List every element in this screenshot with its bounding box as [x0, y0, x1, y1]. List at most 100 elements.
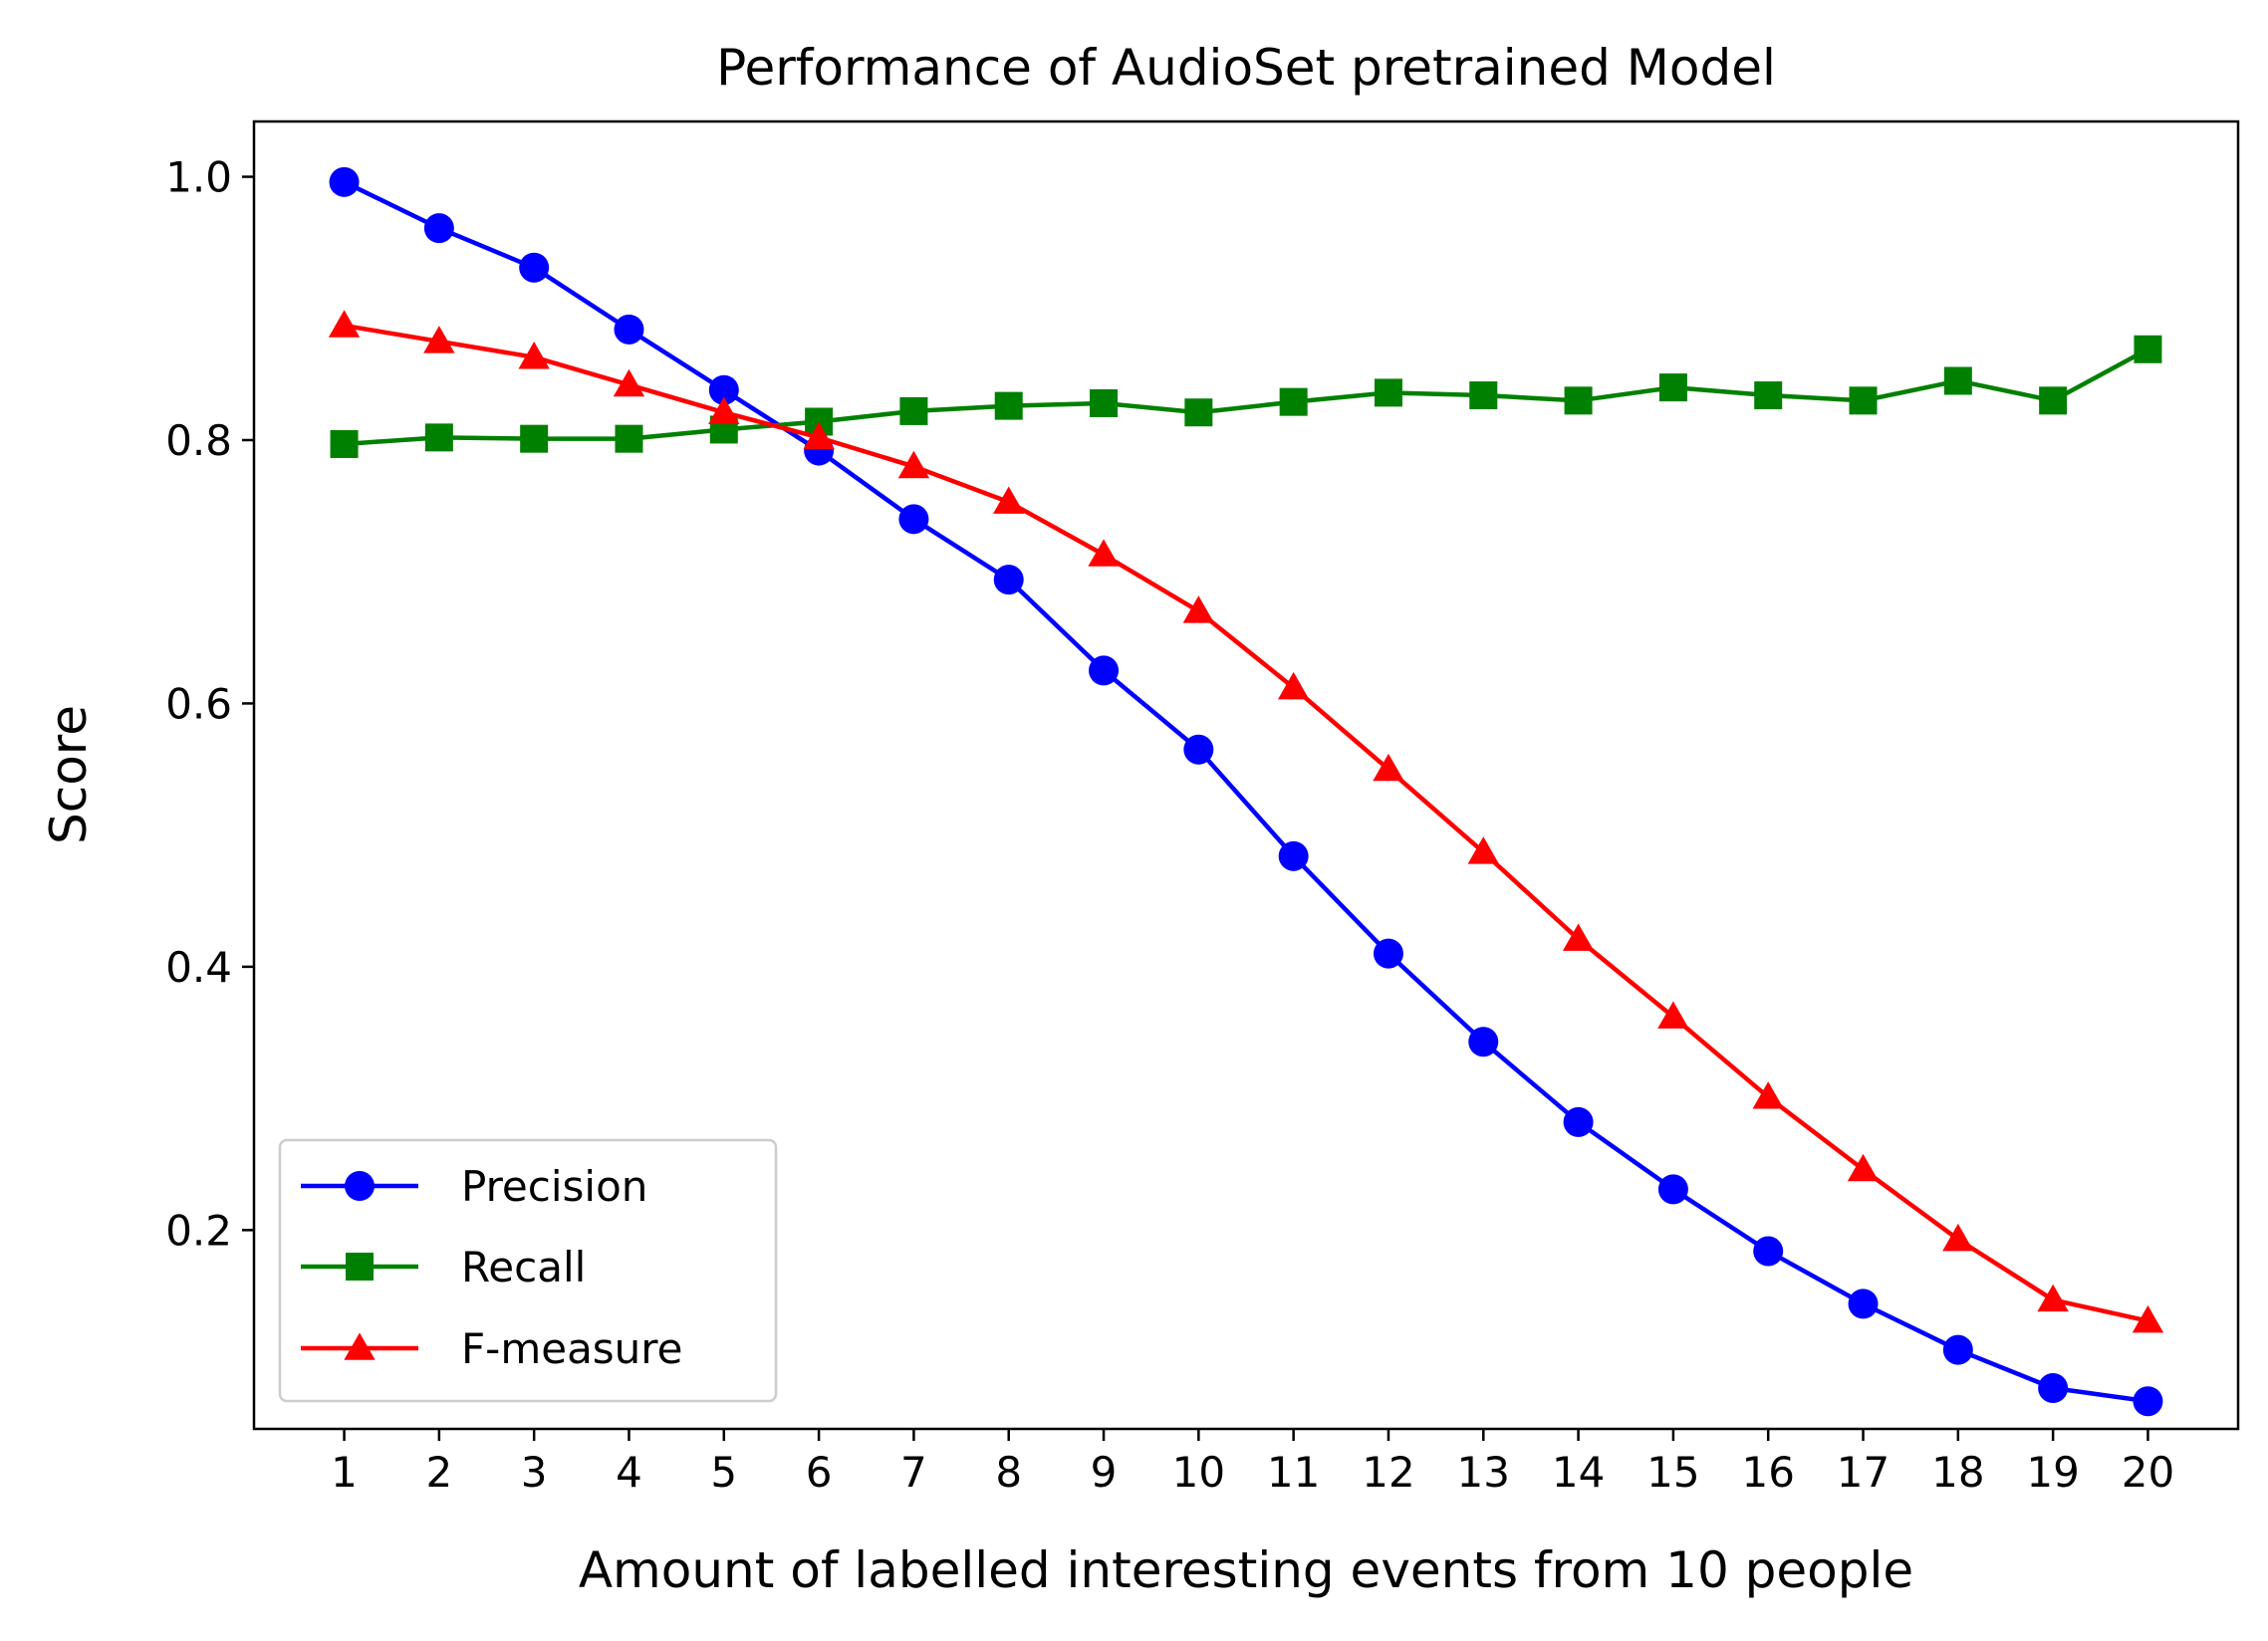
chart-title: Performance of AudioSet pretrained Model: [716, 39, 1776, 97]
recall-point: [1849, 386, 1878, 415]
x-tick-label: 9: [1091, 1448, 1118, 1497]
recall-point: [520, 424, 549, 453]
f-measure-point: [1182, 595, 1215, 623]
recall-point: [2134, 335, 2162, 363]
recall-point: [899, 396, 928, 425]
recall-point: [615, 424, 643, 453]
f-measure-point: [1373, 753, 1404, 782]
legend-box: [278, 1138, 778, 1403]
precision-point: [1468, 1027, 1499, 1057]
x-axis-label: Amount of labelled interesting events fr…: [579, 1541, 1913, 1599]
recall-point: [424, 423, 453, 452]
precision-point: [2133, 1386, 2163, 1417]
precision-point: [1848, 1289, 1879, 1319]
legend-f-measure-marker: [344, 1332, 376, 1360]
series-precision: [329, 166, 2163, 1417]
precision-point: [898, 504, 929, 535]
f-measure-point: [423, 326, 455, 353]
x-tick-label: 16: [1741, 1448, 1794, 1497]
f-measure-point: [518, 342, 550, 369]
f-measure-line: [344, 323, 2148, 1323]
f-measure-point: [1942, 1223, 1974, 1252]
recall-point: [1658, 373, 1687, 402]
y-tick-label: 1.0: [165, 153, 232, 202]
recall-point: [1469, 381, 1498, 410]
x-tick-label: 5: [710, 1448, 737, 1497]
f-measure-point: [1657, 1001, 1689, 1029]
legend-recall-marker: [346, 1253, 374, 1281]
x-tick-label: 15: [1646, 1448, 1699, 1497]
recall-point: [330, 429, 359, 458]
f-measure-point: [1847, 1153, 1880, 1182]
x-tick-label: 10: [1172, 1448, 1225, 1497]
x-tick-label: 7: [900, 1448, 927, 1497]
x-tick-label: 18: [1931, 1448, 1984, 1497]
precision-point: [1942, 1334, 1973, 1365]
f-measure-point: [2037, 1284, 2069, 1312]
x-tick-label: 8: [995, 1448, 1022, 1497]
recall-point: [1374, 378, 1402, 407]
x-tick-label: 20: [2122, 1448, 2174, 1497]
precision-point: [1563, 1106, 1594, 1137]
recall-point: [1943, 366, 1972, 395]
x-tick-label: 2: [425, 1448, 452, 1497]
series-layer: [328, 166, 2164, 1417]
f-measure-point: [803, 421, 835, 450]
x-tick-label: 14: [1552, 1448, 1605, 1497]
f-measure-point: [1467, 836, 1499, 864]
precision-point: [1183, 734, 1214, 765]
x-tick-label: 11: [1267, 1448, 1320, 1497]
legend: Precision Recall F-measure: [278, 1138, 778, 1403]
y-tick-label: 0.6: [165, 679, 232, 728]
precision-point: [1753, 1236, 1784, 1267]
x-tick-label: 6: [806, 1448, 833, 1497]
precision-point: [614, 314, 644, 345]
precision-line: [343, 179, 2148, 1404]
recall-point: [1754, 381, 1783, 410]
legend-f-measure-label: F-measure: [461, 1324, 683, 1373]
precision-point: [1089, 655, 1120, 686]
precision-point: [329, 166, 360, 197]
recall-point: [2039, 386, 2068, 415]
recall-point: [1564, 386, 1593, 415]
legend-precision-marker: [345, 1171, 375, 1201]
x-tick-label: 4: [616, 1448, 642, 1497]
y-tick-label: 0.2: [165, 1206, 232, 1255]
f-measure-point: [1562, 923, 1595, 951]
x-tick-label: 17: [1837, 1448, 1890, 1497]
legend-recall-label: Recall: [461, 1243, 586, 1291]
f-measure-point: [708, 396, 740, 424]
f-measure-point: [897, 450, 930, 479]
f-measure-point: [613, 368, 645, 397]
x-tick-label: 19: [2026, 1448, 2079, 1497]
f-measure-point: [1088, 539, 1120, 567]
precision-point: [1278, 840, 1309, 871]
precision-point: [1657, 1174, 1688, 1205]
recall-point: [1090, 388, 1119, 417]
x-tick-label: 3: [521, 1448, 548, 1497]
precision-point: [423, 213, 454, 244]
y-axis-label: Score: [40, 705, 98, 844]
plot-frame: [252, 119, 2240, 1431]
series-recall: [330, 335, 2162, 458]
f-measure-point: [2132, 1304, 2164, 1333]
precision-point: [519, 252, 550, 283]
axes: 1 2 3 4 5 6 7 8 9 10 11 12 13 14 15 16 17 18 19 200.20.40.6…: [165, 153, 2174, 1497]
x-tick-label: 1: [331, 1448, 358, 1497]
f-measure-point: [1277, 671, 1310, 700]
f-measure-point: [1752, 1081, 1784, 1109]
y-tick-label: 0.4: [165, 943, 232, 992]
recall-line: [344, 347, 2149, 447]
legend-precision-label: Precision: [461, 1162, 647, 1211]
precision-point: [2038, 1373, 2069, 1404]
precision-point: [1373, 938, 1403, 969]
precision-point: [708, 374, 739, 405]
x-tick-label: 12: [1362, 1448, 1414, 1497]
x-tick-label: 13: [1457, 1448, 1510, 1497]
recall-point: [1184, 398, 1213, 427]
precision-point: [993, 565, 1024, 595]
f-measure-point: [328, 310, 361, 338]
f-measure-point: [993, 486, 1025, 514]
series-f-measure: [328, 310, 2164, 1333]
